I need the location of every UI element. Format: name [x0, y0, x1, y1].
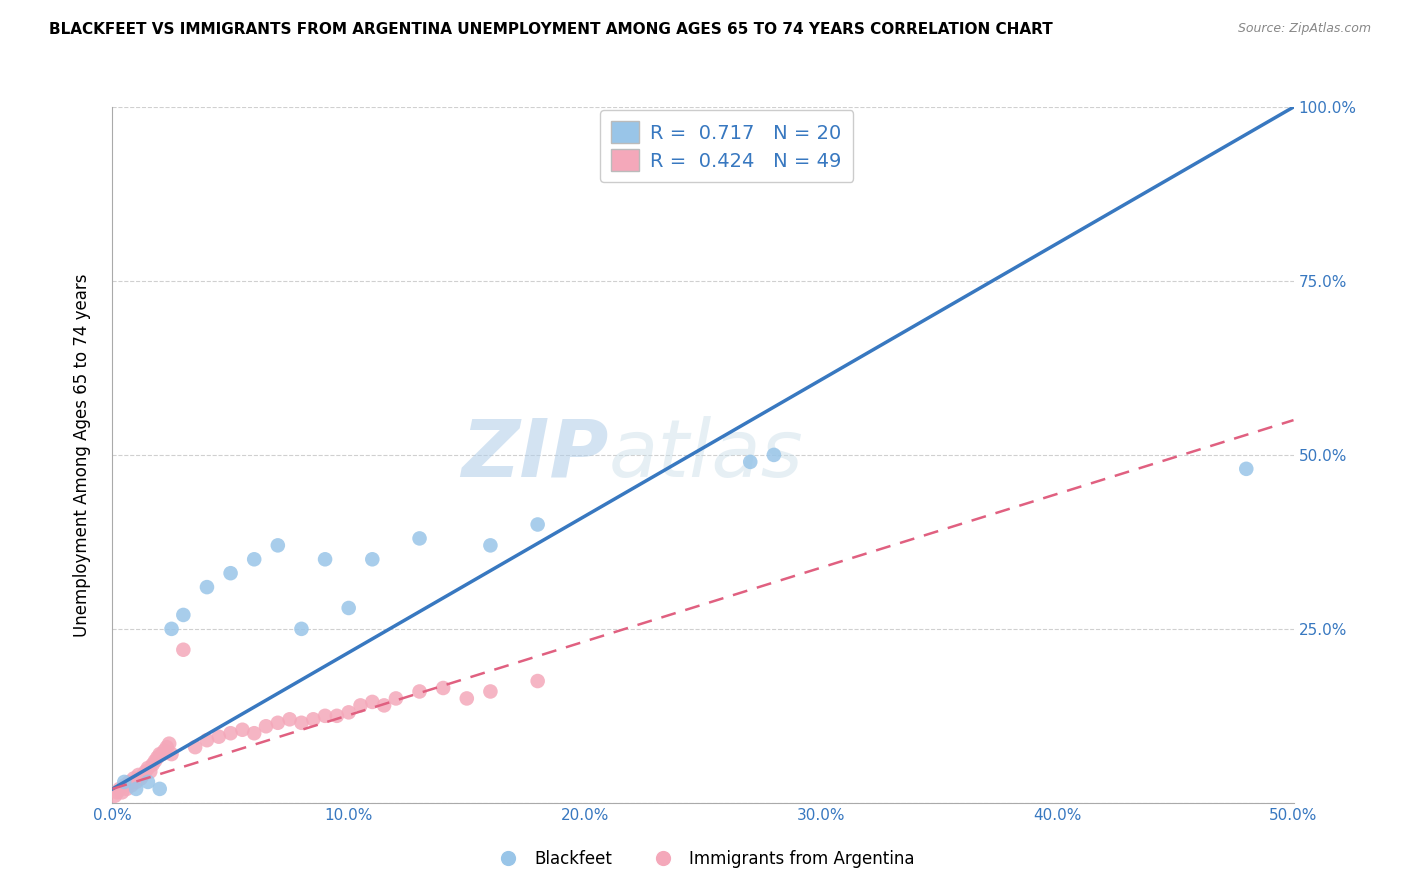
Legend: Blackfeet, Immigrants from Argentina: Blackfeet, Immigrants from Argentina: [485, 843, 921, 874]
Point: [219, 566, 242, 581]
Point: [408, 532, 430, 546]
Point: [267, 715, 290, 730]
Point: [184, 740, 207, 755]
Point: [112, 778, 135, 792]
Point: [160, 622, 183, 636]
Point: [142, 757, 165, 772]
Point: [385, 691, 408, 706]
Point: [172, 642, 194, 657]
Point: [408, 684, 430, 698]
Point: [349, 698, 371, 713]
Point: [278, 712, 301, 726]
Point: [479, 684, 502, 698]
Point: [456, 691, 478, 706]
Point: [243, 726, 266, 740]
Point: [104, 789, 127, 803]
Point: [290, 715, 312, 730]
Point: [361, 695, 384, 709]
Point: [314, 708, 336, 723]
Point: [160, 747, 183, 761]
Text: atlas: atlas: [609, 416, 803, 494]
Point: [125, 775, 148, 789]
Point: [373, 698, 395, 713]
Text: ZIP: ZIP: [461, 416, 609, 494]
Point: [120, 778, 142, 792]
Point: [118, 775, 141, 789]
Point: [208, 730, 231, 744]
Point: [219, 726, 242, 740]
Point: [156, 740, 179, 755]
Y-axis label: Unemployment Among Ages 65 to 74 years: Unemployment Among Ages 65 to 74 years: [73, 273, 91, 637]
Point: [112, 775, 135, 789]
Point: [231, 723, 253, 737]
Point: [132, 768, 155, 782]
Point: [526, 517, 548, 532]
Text: BLACKFEET VS IMMIGRANTS FROM ARGENTINA UNEMPLOYMENT AMONG AGES 65 TO 74 YEARS CO: BLACKFEET VS IMMIGRANTS FROM ARGENTINA U…: [49, 22, 1053, 37]
Point: [136, 761, 159, 775]
Point: [125, 781, 148, 796]
Point: [526, 674, 548, 689]
Point: [1234, 462, 1257, 476]
Point: [149, 781, 172, 796]
Point: [139, 764, 162, 779]
Point: [115, 781, 138, 796]
Point: [105, 785, 128, 799]
Point: [143, 754, 166, 768]
Point: [267, 538, 290, 552]
Point: [172, 607, 194, 622]
Point: [127, 768, 149, 782]
Point: [146, 750, 169, 764]
Point: [135, 764, 157, 779]
Point: [432, 681, 454, 695]
Point: [129, 772, 152, 786]
Point: [361, 552, 384, 566]
Point: [136, 775, 159, 789]
Point: [290, 622, 312, 636]
Point: [111, 785, 134, 799]
Point: [243, 552, 266, 566]
Point: [740, 455, 762, 469]
Point: [254, 719, 277, 733]
Point: [157, 737, 180, 751]
Point: [314, 552, 336, 566]
Point: [326, 708, 349, 723]
Point: [108, 781, 131, 796]
Point: [150, 747, 173, 761]
Point: [195, 733, 218, 747]
Point: [122, 772, 145, 786]
Point: [302, 712, 325, 726]
Text: Source: ZipAtlas.com: Source: ZipAtlas.com: [1237, 22, 1371, 36]
Point: [153, 744, 176, 758]
Point: [195, 580, 218, 594]
Point: [337, 706, 360, 720]
Point: [149, 747, 172, 761]
Point: [479, 538, 502, 552]
Point: [762, 448, 785, 462]
Point: [337, 601, 360, 615]
